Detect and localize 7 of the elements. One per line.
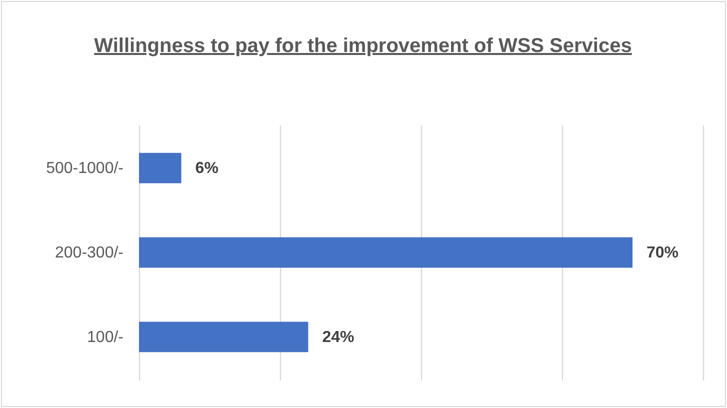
data-label: 6%	[195, 160, 218, 178]
y-tick-label: 100/-	[87, 328, 124, 346]
y-tick-label: 200-300/-	[55, 244, 124, 262]
data-label: 70%	[646, 244, 679, 262]
y-tick-label: 500-1000/-	[46, 160, 124, 178]
chart-title: Willingness to pay for the improvement of WSS Services	[93, 34, 633, 59]
data-label: 24%	[322, 328, 354, 346]
